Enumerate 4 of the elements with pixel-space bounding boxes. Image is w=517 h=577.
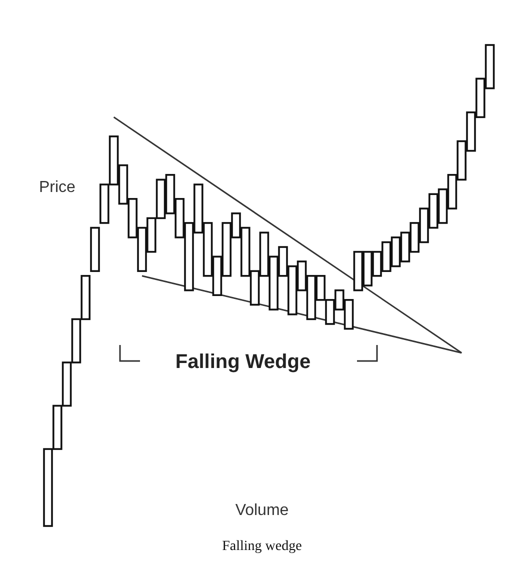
x-axis-title: Volume bbox=[235, 502, 289, 519]
annotation: Falling Wedge bbox=[175, 351, 311, 373]
text: Falling wedge bbox=[222, 539, 302, 554]
y-axis-title: Price bbox=[39, 179, 76, 196]
